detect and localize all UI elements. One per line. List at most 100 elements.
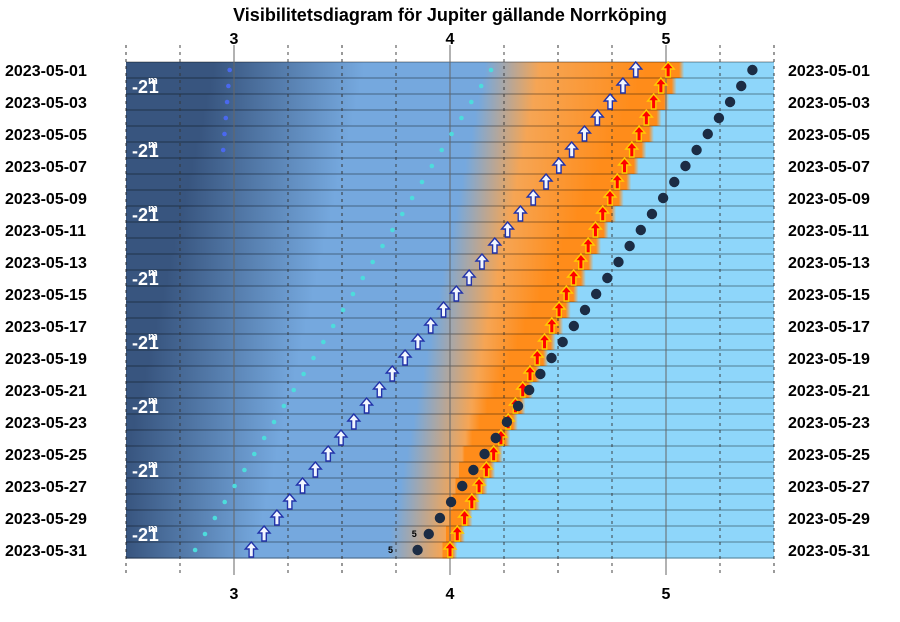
magnitude-label: -2m1 — [132, 395, 159, 417]
red-arrow-mark — [544, 316, 560, 334]
blue-dot-mark — [222, 131, 227, 137]
date-label-right: 2023-05-19 — [788, 351, 870, 368]
date-label-left: 2023-05-31 — [5, 543, 87, 560]
date-label-left: 2023-05-17 — [5, 319, 87, 336]
white-arrow-mark — [243, 540, 259, 558]
cyan-dot-mark — [212, 515, 218, 521]
date-label-right: 2023-05-17 — [788, 319, 870, 336]
white-arrow-mark — [538, 172, 554, 190]
cyan-dot-mark — [439, 147, 445, 153]
red-arrow-mark — [617, 156, 633, 174]
red-arrow-mark — [653, 76, 669, 94]
white-arrow-mark — [512, 204, 528, 222]
cyan-dot-mark — [488, 67, 494, 73]
date-label-right: 2023-05-25 — [788, 447, 870, 464]
date-label-right: 2023-05-03 — [788, 95, 870, 112]
cyan-dot-mark — [232, 483, 237, 489]
blue-dot-mark — [223, 115, 229, 121]
magnitude-label: -2m1 — [132, 203, 159, 225]
cyan-dot-mark — [340, 307, 346, 313]
blue-dot-mark — [220, 147, 226, 153]
white-arrow-mark — [576, 124, 593, 142]
date-label-right: 2023-05-31 — [788, 543, 870, 560]
magnitude-label: -2m1 — [132, 267, 159, 289]
red-arrow-mark — [529, 348, 545, 366]
dark-dot-mark — [445, 496, 457, 508]
date-label-left: 2023-05-27 — [5, 479, 87, 496]
date-label-left: 2023-05-25 — [5, 447, 87, 464]
red-arrow-mark — [631, 124, 647, 142]
dark-dot-mark — [736, 80, 747, 92]
dark-dot-mark — [680, 160, 691, 172]
dark-dot-mark — [557, 336, 568, 348]
cyan-dot-mark — [360, 275, 366, 281]
date-label-left: 2023-05-09 — [5, 191, 87, 208]
dark-dot-mark — [579, 304, 591, 316]
white-arrow-mark — [551, 156, 567, 174]
date-label-right: 2023-05-01 — [788, 63, 870, 80]
dark-dot-mark — [490, 432, 501, 444]
red-arrow-mark — [471, 476, 487, 494]
white-arrow-mark — [435, 300, 452, 318]
white-arrow-mark — [487, 236, 503, 254]
date-label-left: 2023-05-07 — [5, 159, 87, 176]
date-label-right: 2023-05-11 — [788, 223, 869, 240]
date-label-right: 2023-05-09 — [788, 191, 870, 208]
white-arrow-mark — [359, 396, 375, 414]
magnitude-labels: -2m1 -2m1 -2m1 -2m1 -2m1 -2m1 -2m1 -2m1 — [132, 75, 159, 545]
blue-dot-mark — [224, 99, 230, 105]
cyan-dot-mark — [330, 323, 336, 329]
date-label-left: 2023-05-11 — [5, 223, 86, 240]
x-tick-label-top: 4 — [446, 31, 455, 48]
dark-dot-mark — [613, 256, 624, 268]
red-arrow-mark — [602, 188, 618, 206]
dark-dot-mark — [747, 64, 758, 76]
date-label-right: 2023-05-13 — [788, 255, 870, 272]
white-arrow-mark — [371, 380, 387, 398]
cyan-dot-mark — [291, 387, 297, 393]
cyan-dot-mark — [399, 211, 405, 217]
cyan-dot-mark — [261, 435, 267, 441]
x-tick-label-bottom: 3 — [230, 586, 239, 603]
cyan-dot-mark — [449, 131, 454, 137]
cyan-dot-mark — [281, 403, 287, 409]
magnitude-label: -2m1 — [132, 331, 159, 353]
dark-dot-mark — [535, 368, 546, 380]
date-label-left: 2023-05-23 — [5, 415, 87, 432]
dark-dot-mark — [669, 176, 680, 188]
red-arrow-mark — [646, 92, 662, 110]
dark-dot-mark — [468, 464, 479, 476]
date-label-left: 2023-05-21 — [5, 383, 87, 400]
cyan-dot-mark — [242, 467, 247, 473]
dark-dot-mark — [646, 208, 658, 220]
dark-dot-mark — [624, 240, 635, 252]
cyan-dot-mark — [350, 291, 356, 297]
dark-dot-mark — [657, 192, 669, 204]
cyan-dot-mark — [390, 227, 395, 233]
dark-dot-mark — [457, 480, 468, 492]
magnitude-label: -2m1 — [132, 523, 159, 545]
red-arrow-mark — [457, 508, 473, 526]
red-arrow-mark — [464, 492, 480, 510]
dark-dot-mark — [546, 352, 557, 364]
white-arrow-mark — [269, 508, 285, 526]
dark-dot-mark — [724, 96, 736, 108]
date-label-left: 2023-05-05 — [5, 127, 87, 144]
cyan-dot-mark — [311, 355, 316, 361]
cyan-dot-mark — [252, 451, 257, 457]
cyan-dot-mark — [301, 371, 306, 377]
dark-dot-mark — [590, 288, 602, 300]
white-arrow-mark — [589, 108, 605, 126]
white-arrow-mark — [397, 348, 413, 366]
cyan-dot-mark — [429, 163, 435, 169]
white-arrow-mark — [282, 492, 298, 510]
blue-dot-mark — [226, 83, 231, 89]
red-arrow-mark — [478, 460, 494, 478]
red-arrow-mark — [660, 60, 676, 78]
white-arrow-mark — [448, 284, 464, 302]
red-arrow-mark — [551, 300, 567, 318]
date-label-left: 2023-05-15 — [5, 287, 87, 304]
cyan-dot-mark — [469, 99, 474, 105]
date-label-right: 2023-05-05 — [788, 127, 870, 144]
inline-label: 5 — [388, 545, 393, 555]
